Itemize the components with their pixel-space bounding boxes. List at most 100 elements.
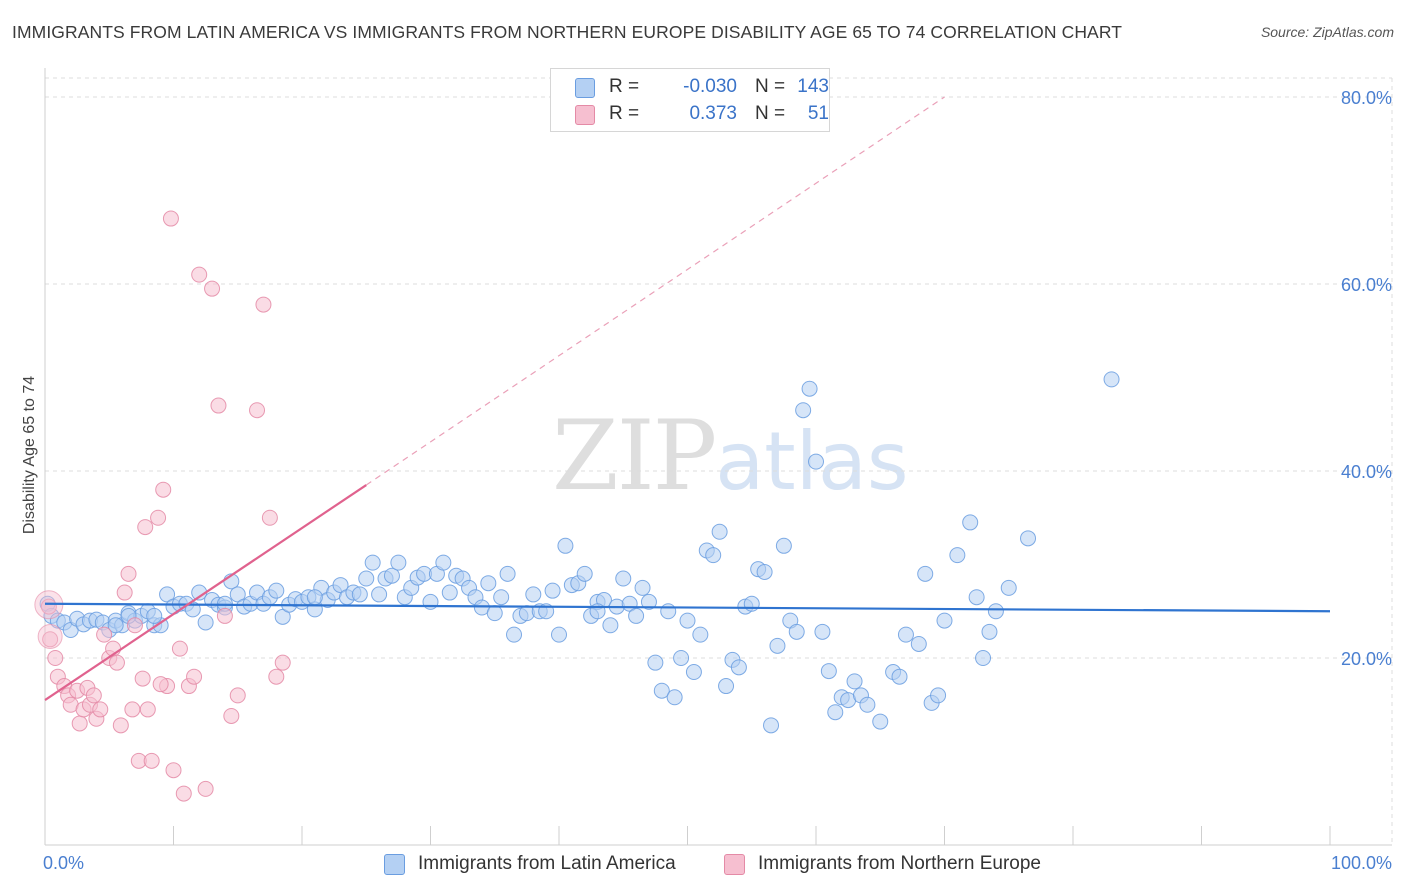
data-point	[917, 565, 934, 582]
data-point	[435, 554, 452, 571]
data-point-cluster	[37, 623, 63, 649]
chart-title: IMMIGRANTS FROM LATIN AMERICA VS IMMIGRA…	[12, 22, 1123, 42]
data-point	[124, 701, 141, 718]
data-point	[390, 554, 407, 571]
data-point	[139, 701, 156, 718]
data-point	[859, 696, 876, 713]
data-point	[137, 519, 154, 536]
trend-line-latin-america	[44, 602, 1331, 613]
data-point	[769, 637, 786, 654]
legend-swatch-pink	[724, 854, 745, 875]
data-point	[962, 514, 979, 531]
data-point	[653, 682, 670, 699]
series-legend: Immigrants from Latin America Immigrants…	[0, 852, 1406, 878]
data-point	[422, 593, 439, 610]
data-point	[96, 626, 113, 643]
data-point	[897, 626, 914, 643]
legend-r-label: R =	[609, 103, 640, 124]
data-point	[134, 670, 151, 687]
data-point	[891, 668, 908, 685]
data-point	[756, 563, 773, 580]
data-point	[647, 654, 664, 671]
data-point	[949, 547, 966, 564]
data-point	[210, 397, 227, 414]
data-point	[679, 612, 696, 629]
data-point	[47, 650, 64, 666]
legend-label-northern-europe: Immigrants from Northern Europe	[758, 853, 1041, 874]
data-point	[107, 617, 124, 634]
data-point	[351, 586, 368, 603]
y-tick-label: 40.0%	[1341, 462, 1392, 482]
tick-labels: 20.0% 40.0% 60.0% 80.0% 0.0% 100.0%	[43, 88, 1392, 873]
legend-r-label: R =	[609, 76, 640, 97]
legend-swatch-blue	[575, 78, 595, 98]
data-point	[486, 605, 503, 622]
data-point	[666, 689, 683, 706]
data-point	[249, 402, 266, 419]
correlation-legend: R = -0.030 N = 143 R = 0.373 N = 51	[550, 68, 830, 132]
legend-swatch-blue	[384, 854, 405, 875]
data-point	[685, 664, 702, 681]
data-point	[673, 650, 690, 666]
data-point	[255, 296, 272, 313]
trend-line-northern-europe-extension	[365, 96, 945, 486]
data-point	[171, 640, 188, 657]
grid	[45, 77, 1393, 845]
y-tick-label: 60.0%	[1341, 275, 1392, 295]
data-point	[801, 380, 818, 397]
data-point	[223, 707, 240, 724]
data-point	[261, 509, 278, 526]
data-point	[1103, 371, 1120, 388]
data-point	[1000, 579, 1017, 596]
legend-n-value: 143	[797, 76, 829, 97]
data-point	[116, 584, 133, 601]
data-point	[186, 668, 203, 685]
data-point	[268, 668, 285, 685]
data-point	[936, 612, 953, 629]
data-point	[150, 509, 167, 526]
data-point	[743, 595, 760, 612]
data-point	[165, 762, 182, 779]
data-point	[814, 623, 831, 640]
data-point	[229, 687, 246, 704]
data-point	[557, 537, 574, 554]
data-point	[576, 565, 593, 582]
data-point	[92, 701, 109, 718]
data-point	[872, 713, 889, 730]
data-point	[499, 565, 516, 582]
legend-label-latin-america: Immigrants from Latin America	[418, 853, 676, 874]
y-tick-label: 80.0%	[1341, 88, 1392, 108]
axes	[44, 68, 1392, 846]
data-point	[705, 547, 722, 564]
data-point	[827, 704, 844, 721]
data-point	[634, 579, 651, 596]
legend-r-value: 0.373	[689, 103, 737, 124]
data-point	[775, 537, 792, 554]
data-point	[108, 654, 125, 671]
x-tick-label: 100.0%	[1331, 853, 1392, 873]
series-northern-europe-points	[34, 210, 291, 802]
data-point	[981, 623, 998, 640]
data-point	[197, 780, 214, 797]
data-point	[204, 280, 221, 297]
data-point	[640, 593, 657, 610]
data-point	[143, 752, 160, 769]
watermark-zip: ZIP	[552, 400, 717, 512]
data-point	[493, 589, 510, 606]
data-point	[71, 715, 88, 732]
data-point	[975, 650, 992, 666]
legend-n-label: N =	[755, 76, 786, 97]
data-point	[628, 607, 645, 624]
data-point	[383, 567, 400, 584]
data-point	[968, 589, 985, 606]
data-point	[987, 603, 1004, 620]
legend-n-label: N =	[755, 103, 786, 124]
data-point	[551, 626, 567, 643]
y-tick-label: 20.0%	[1341, 649, 1392, 669]
y-axis-label: Disability Age 65 to 74	[21, 376, 38, 534]
data-point	[42, 631, 59, 648]
data-point	[480, 575, 497, 592]
data-point	[175, 785, 192, 802]
data-point	[155, 481, 172, 498]
